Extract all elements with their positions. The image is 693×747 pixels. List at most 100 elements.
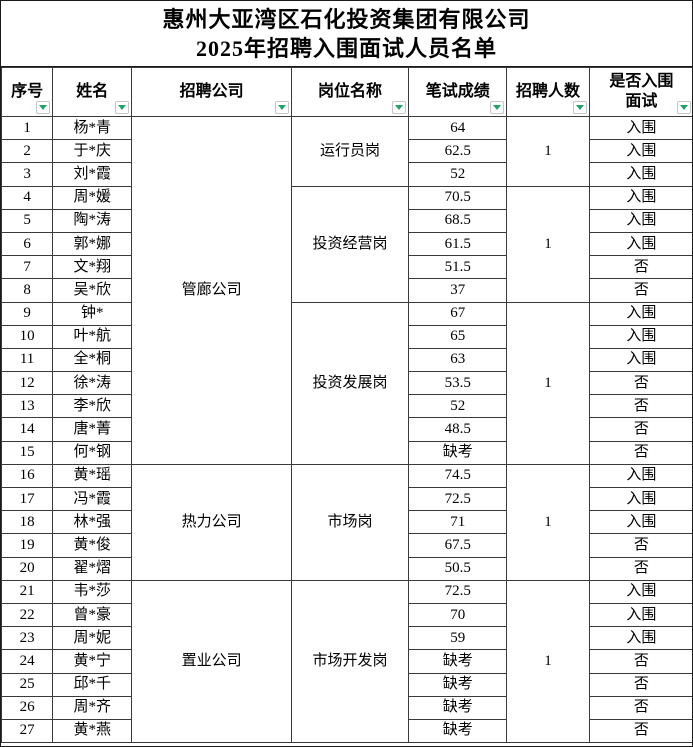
cell-score: 缺考 (408, 695, 508, 720)
column-header-recruit-count: 招聘人数 (506, 67, 590, 117)
filter-dropdown-button-company[interactable] (274, 101, 289, 114)
cell-serial-number: 26 (1, 695, 54, 720)
cell-serial-number: 2 (1, 139, 54, 164)
cell-candidate-name: 周*齐 (52, 695, 133, 720)
cell-candidate-name: 文*翔 (52, 255, 133, 280)
cell-shortlisted: 否 (588, 718, 692, 744)
header-row: 序号 姓名 招聘公司 岗位名称 笔试成绩 招聘人数 是否入围 面试 (1, 67, 692, 117)
table-row: 21 韦*莎 置业公司 市场开发岗 72.5 1 入围 (1, 579, 692, 744)
filter-dropdown-button-name[interactable] (115, 101, 130, 114)
cell-score: 59 (408, 626, 508, 651)
cell-score: 52 (408, 162, 508, 187)
cell-shortlisted: 入围 (588, 162, 692, 187)
cell-score: 51.5 (408, 255, 508, 280)
cell-candidate-name: 翟*熠 (52, 556, 133, 581)
table-row: 4 周*媛 投资经营岗 70.5 1 入围 (1, 185, 692, 303)
table-row: 9 钟* 投资发展岗 67 1 入围 (1, 301, 692, 465)
cell-position: 运行员岗 (290, 116, 410, 187)
table-row: 20 翟*熠 50.5 否 (1, 556, 692, 581)
cell-serial-number: 25 (1, 672, 54, 697)
cell-candidate-name: 杨*青 (52, 115, 133, 141)
cell-score: 67 (408, 301, 508, 326)
table-row: 1 杨*青 管廊公司 运行员岗 64 1 入围 (1, 115, 692, 465)
table-row: 7 文*翔 51.5 否 (1, 255, 692, 280)
cell-serial-number: 27 (1, 718, 54, 744)
cell-company: 热力公司 (131, 463, 292, 581)
column-header-label: 岗位名称 (317, 83, 382, 100)
cell-score: 52 (408, 394, 508, 419)
cell-score: 缺考 (408, 649, 508, 674)
cell-shortlisted: 否 (588, 371, 692, 396)
table-row: 23 周*妮 59 入围 (1, 626, 692, 651)
cell-candidate-name: 林*强 (52, 510, 133, 535)
cell-shortlisted: 否 (588, 255, 692, 280)
table-row: 24 黄*宁 缺考 否 (1, 649, 692, 674)
cell-score: 61.5 (408, 231, 508, 257)
column-header-company: 招聘公司 (131, 67, 292, 117)
cell-score: 68.5 (408, 208, 508, 233)
table-row: 11 全*桐 63 入围 (1, 347, 692, 373)
cell-shortlisted: 入围 (588, 579, 692, 604)
cell-score: 62.5 (408, 139, 508, 164)
cell-serial-number: 18 (1, 510, 54, 535)
cell-serial-number: 14 (1, 417, 54, 442)
column-header-serial-number: 序号 (1, 67, 54, 117)
cell-score: 70 (408, 602, 508, 628)
cell-candidate-name: 郭*娜 (52, 231, 133, 257)
cell-candidate-name: 钟* (52, 301, 133, 326)
table-row: 16 黄*瑶 热力公司 市场岗 74.5 1 入围 (1, 463, 692, 581)
triangle-down-icon (680, 105, 688, 110)
cell-shortlisted: 否 (588, 672, 692, 697)
filter-dropdown-button-recruit-count[interactable] (572, 101, 587, 114)
cell-serial-number: 19 (1, 533, 54, 558)
table-row: 2 于*庆 62.5 入围 (1, 139, 692, 164)
cell-candidate-name: 曾*豪 (52, 602, 133, 628)
cell-shortlisted: 入围 (588, 463, 692, 489)
cell-score: 缺考 (408, 718, 508, 744)
cell-shortlisted: 否 (588, 417, 692, 442)
cell-serial-number: 13 (1, 394, 54, 419)
cell-serial-number: 21 (1, 579, 54, 604)
table-row: 17 冯*霞 72.5 入围 (1, 486, 692, 512)
cell-position: 投资发展岗 (290, 301, 410, 465)
table-body: 1 杨*青 管廊公司 运行员岗 64 1 入围 2 于*庆 62.5 入围 3 刘*霞 52 入围 4 周*媛投… (1, 115, 692, 744)
filter-dropdown-button-shortlist[interactable] (677, 101, 691, 114)
cell-candidate-name: 叶*航 (52, 324, 133, 349)
filter-dropdown-button-position[interactable] (392, 101, 407, 114)
cell-serial-number: 11 (1, 347, 54, 373)
filter-dropdown-button-score[interactable] (490, 101, 505, 114)
cell-candidate-name: 冯*霞 (52, 486, 133, 512)
cell-recruit-count: 1 (506, 185, 590, 303)
table-row: 8 吴*欣 37 否 (1, 278, 692, 303)
cell-shortlisted: 入围 (588, 510, 692, 535)
cell-serial-number: 5 (1, 208, 54, 233)
cell-serial-number: 9 (1, 301, 54, 326)
column-header-label: 是否入围 (609, 73, 674, 90)
cell-shortlisted: 入围 (588, 347, 692, 373)
cell-serial-number: 12 (1, 371, 54, 396)
cell-score: 48.5 (408, 417, 508, 442)
column-header-label: 招聘人数 (516, 83, 581, 100)
cell-candidate-name: 黄*燕 (52, 718, 133, 744)
triangle-down-icon (277, 105, 286, 110)
cell-score: 53.5 (408, 371, 508, 396)
column-header-label: 面试 (625, 93, 658, 110)
cell-serial-number: 4 (1, 185, 54, 210)
cell-score: 72.5 (408, 486, 508, 512)
cell-shortlisted: 入围 (588, 486, 692, 512)
cell-shortlisted: 否 (588, 649, 692, 674)
table-row: 3 刘*霞 52 入围 (1, 162, 692, 187)
cell-serial-number: 7 (1, 255, 54, 280)
cell-candidate-name: 邱*千 (52, 672, 133, 697)
filter-dropdown-button-serial-number[interactable] (36, 101, 51, 114)
table-row: 19 黄*俊 67.5 否 (1, 533, 692, 558)
cell-candidate-name: 吴*欣 (52, 278, 133, 303)
cell-recruit-count: 1 (506, 463, 590, 581)
cell-candidate-name: 全*桐 (52, 347, 133, 373)
cell-shortlisted: 入围 (588, 301, 692, 326)
cell-score: 72.5 (408, 579, 508, 604)
cell-candidate-name: 刘*霞 (52, 162, 133, 187)
cell-serial-number: 3 (1, 162, 54, 187)
cell-shortlisted: 否 (588, 440, 692, 465)
cell-candidate-name: 李*欣 (52, 394, 133, 419)
